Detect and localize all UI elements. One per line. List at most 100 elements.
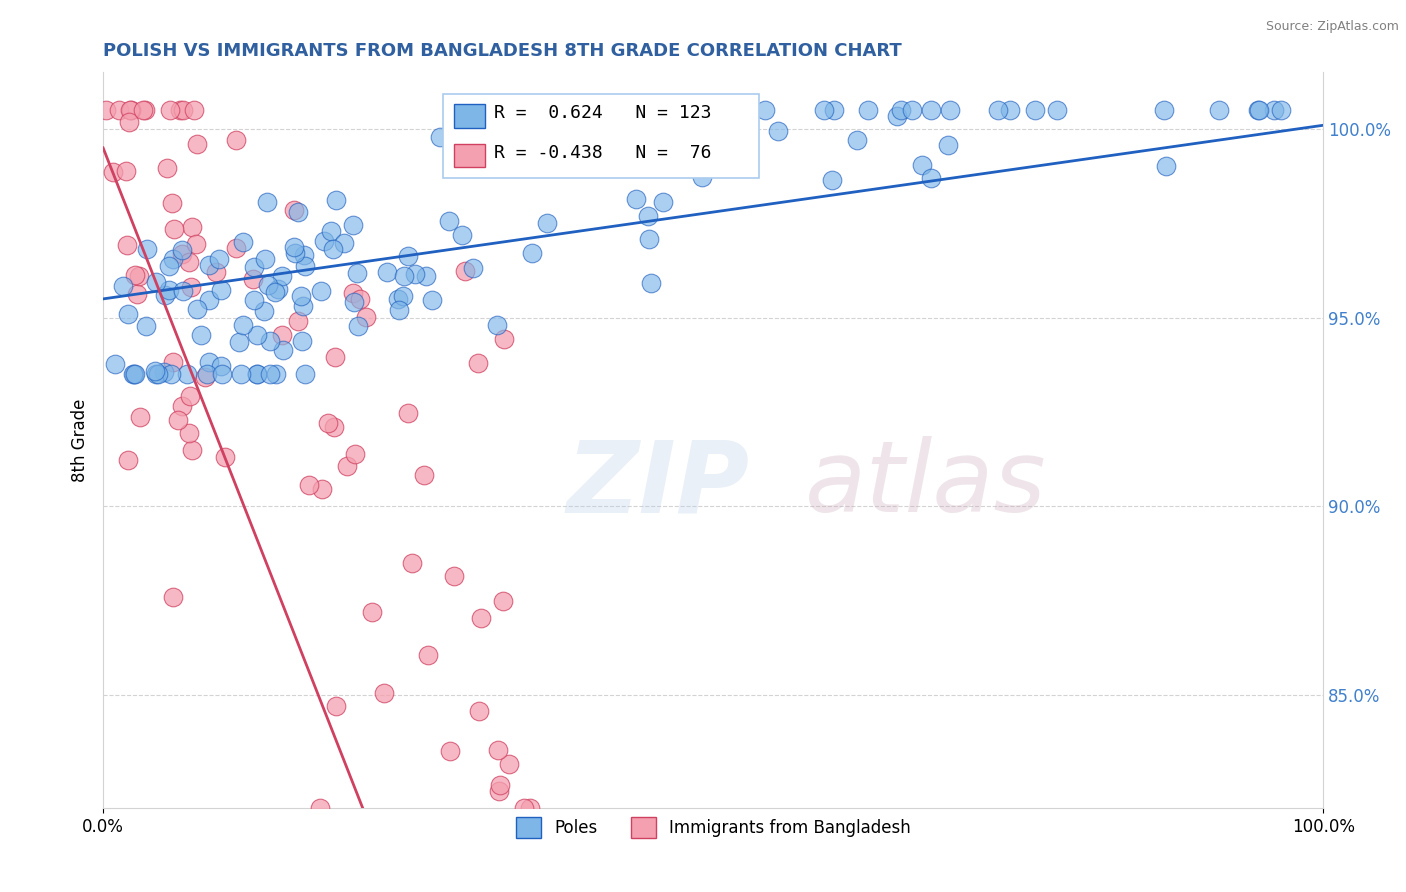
Point — [387, 292, 409, 306]
Point — [346, 266, 368, 280]
Point — [309, 285, 332, 299]
Point — [640, 277, 662, 291]
Point — [180, 280, 202, 294]
Point — [717, 125, 740, 139]
Point — [536, 216, 558, 230]
Point — [734, 110, 756, 124]
Y-axis label: 8th Grade: 8th Grade — [72, 399, 89, 482]
Point — [115, 164, 138, 178]
Point — [911, 158, 934, 172]
Point — [675, 113, 697, 128]
Text: POLISH VS IMMIGRANTS FROM BANGLADESH 8TH GRADE CORRELATION CHART: POLISH VS IMMIGRANTS FROM BANGLADESH 8TH… — [103, 42, 901, 60]
Point — [253, 252, 276, 266]
Point — [145, 364, 167, 378]
Point — [373, 686, 395, 700]
Point — [270, 327, 292, 342]
Point — [420, 293, 443, 307]
Point — [920, 103, 942, 118]
Point — [172, 399, 194, 413]
Point — [734, 103, 756, 118]
Point — [180, 443, 202, 458]
Point — [197, 368, 219, 382]
Point — [160, 368, 183, 382]
Point — [94, 103, 117, 118]
Point — [486, 743, 509, 757]
Point — [124, 268, 146, 282]
Point — [349, 293, 371, 307]
Point — [344, 447, 367, 461]
Text: ZIP: ZIP — [567, 436, 749, 533]
Point — [298, 478, 321, 492]
Point — [492, 593, 515, 607]
Point — [259, 368, 281, 382]
Point — [214, 450, 236, 464]
Point — [387, 303, 409, 318]
Point — [271, 343, 294, 358]
Legend: Poles, Immigrants from Bangladesh: Poles, Immigrants from Bangladesh — [509, 811, 917, 844]
Point — [292, 247, 315, 261]
Point — [169, 103, 191, 118]
Point — [333, 236, 356, 251]
Point — [396, 406, 419, 420]
Point — [172, 284, 194, 298]
Point — [162, 252, 184, 266]
Point — [104, 357, 127, 371]
Point — [198, 293, 221, 308]
Point — [605, 147, 627, 161]
Point — [162, 196, 184, 211]
Point — [347, 319, 370, 334]
Point — [318, 417, 340, 431]
Point — [294, 368, 316, 382]
Point — [638, 231, 661, 245]
Point — [821, 173, 844, 187]
Point — [522, 246, 544, 260]
Point — [294, 259, 316, 273]
Point — [183, 103, 205, 118]
Text: R = -0.438   N =  76: R = -0.438 N = 76 — [494, 144, 711, 161]
Point — [325, 698, 347, 713]
Point — [156, 161, 179, 176]
Point — [886, 109, 908, 123]
Point — [498, 756, 520, 771]
Point — [246, 368, 269, 382]
Point — [242, 272, 264, 286]
Point — [225, 133, 247, 147]
Point — [342, 285, 364, 300]
Point — [155, 288, 177, 302]
Point — [186, 137, 208, 152]
Point — [232, 235, 254, 249]
Point — [1153, 103, 1175, 118]
Point — [211, 368, 233, 382]
Point — [404, 267, 426, 281]
Point — [177, 255, 200, 269]
Point — [118, 115, 141, 129]
Point — [197, 355, 219, 369]
Point — [246, 328, 269, 343]
Point — [920, 171, 942, 186]
Point — [1247, 103, 1270, 118]
Point — [486, 318, 509, 332]
Point — [128, 268, 150, 283]
Point — [413, 468, 436, 483]
Point — [375, 265, 398, 279]
Point — [205, 265, 228, 279]
Point — [146, 368, 169, 382]
Point — [243, 293, 266, 308]
Point — [194, 369, 217, 384]
Point — [162, 591, 184, 605]
Point — [488, 784, 510, 798]
Point — [181, 219, 204, 234]
Point — [172, 103, 194, 118]
Point — [1270, 103, 1292, 118]
Point — [415, 269, 437, 284]
Point — [322, 242, 344, 256]
Point — [309, 801, 332, 815]
Point — [938, 138, 960, 153]
Point — [256, 194, 278, 209]
Point — [120, 103, 142, 118]
Point — [145, 368, 167, 382]
Point — [257, 277, 280, 292]
Point — [122, 368, 145, 382]
Point — [858, 103, 880, 118]
Point — [890, 103, 912, 118]
